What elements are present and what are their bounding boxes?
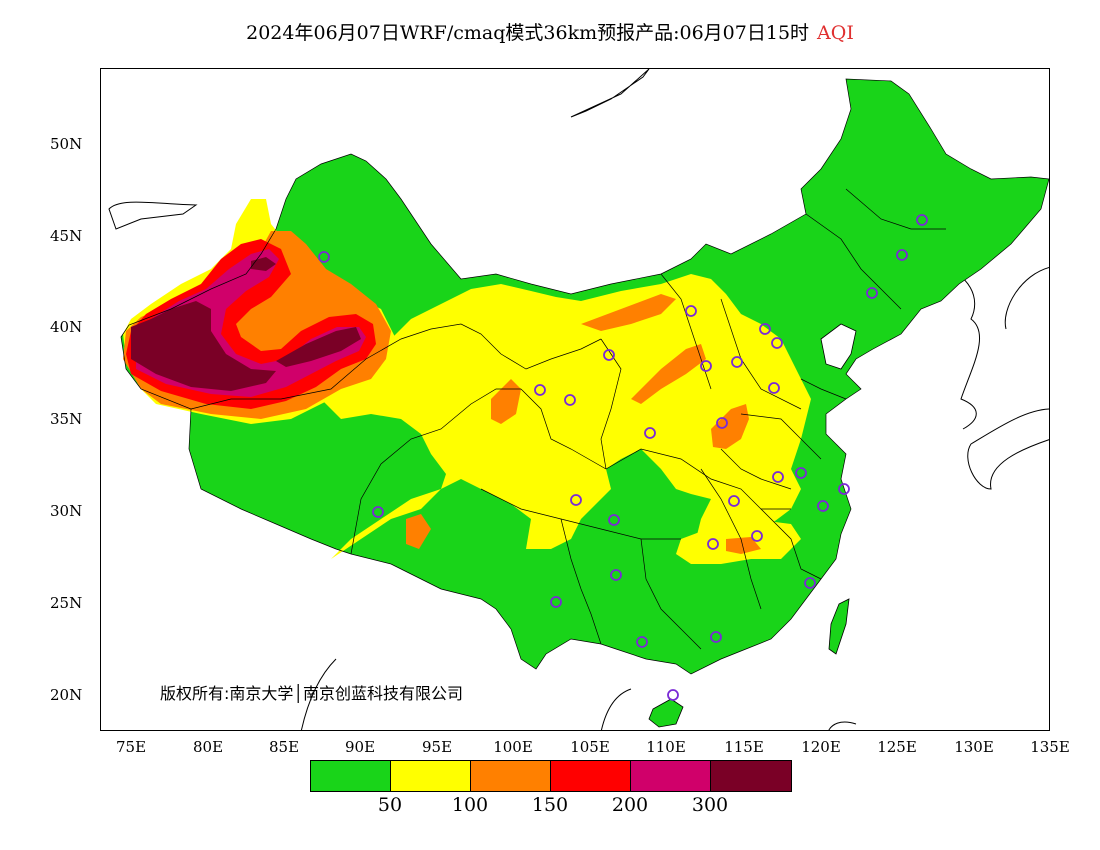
lon-label-80e: 80E — [192, 738, 224, 756]
russia-lake — [570, 69, 650, 118]
station-markers — [318, 214, 928, 701]
title-text: 2024年06月07日WRF/cmaq模式36km预报产品:06月07日15时 — [246, 22, 810, 44]
station-chengdu — [570, 494, 582, 506]
station-xining — [534, 384, 546, 396]
legend-label-100: 100 — [451, 794, 489, 816]
legend-swatch-3 — [471, 761, 551, 791]
lat-label-50n: 50N — [50, 135, 83, 153]
station-lanzhou — [564, 394, 576, 406]
legend-swatch-5 — [631, 761, 711, 791]
station-shanghai — [838, 483, 850, 495]
lat-label-30n: 30N — [50, 502, 83, 520]
korea-coast — [935, 263, 981, 430]
japan-coast — [967, 408, 1049, 490]
station-zhengzhou — [716, 417, 728, 429]
foreign-coastlines — [108, 69, 1049, 730]
region-hazardous-north — [251, 257, 276, 271]
lon-label-100e: 100E — [493, 738, 533, 756]
station-kunming — [550, 596, 562, 608]
lon-label-110e: 110E — [646, 738, 686, 756]
station-shijiazhuang — [731, 356, 743, 368]
lon-label-120e: 120E — [801, 738, 841, 756]
vietnam-coast — [600, 688, 632, 730]
lat-label-20n: 20N — [50, 686, 83, 704]
legend-swatch-1 — [311, 761, 391, 791]
legend-label-200: 200 — [611, 794, 649, 816]
station-hohhot — [685, 305, 697, 317]
india-coast — [300, 658, 337, 730]
station-changsha — [707, 538, 719, 550]
station-nanchang — [751, 530, 763, 542]
legend-label-300: 300 — [691, 794, 729, 816]
lat-label-40n: 40N — [50, 318, 83, 336]
station-shenyang — [866, 287, 878, 299]
legend-swatch-6 — [711, 761, 791, 791]
lon-label-75e: 75E — [115, 738, 147, 756]
station-chongqing — [608, 514, 620, 526]
copyright-text: 版权所有:南京大学│南京创蓝科技有限公司 — [160, 684, 464, 703]
lat-label-25n: 25N — [50, 594, 83, 612]
station-guiyang — [610, 569, 622, 581]
chart-title: 2024年06月07日WRF/cmaq模式36km预报产品:06月07日15时 A… — [0, 18, 1100, 45]
station-guangzhou — [710, 631, 722, 643]
russia-coast — [1004, 267, 1049, 330]
station-taiyuan — [700, 360, 712, 372]
station-changchun — [896, 249, 908, 261]
station-wuhan — [728, 495, 740, 507]
map-frame — [100, 68, 1050, 731]
lon-label-135e: 135E — [1030, 738, 1070, 756]
lake-balkhash — [108, 201, 198, 230]
province-borders — [120, 78, 1049, 675]
lat-label-45n: 45N — [50, 227, 83, 245]
bohai-sea — [820, 323, 857, 370]
region-moderate — [321, 274, 811, 559]
station-fuzhou — [804, 577, 816, 589]
lon-label-125e: 125E — [877, 738, 917, 756]
lon-label-90e: 90E — [344, 738, 376, 756]
station-haikou — [667, 689, 679, 701]
legend-label-50: 50 — [377, 794, 403, 816]
station-tianjin — [771, 337, 783, 349]
legend-swatch-2 — [391, 761, 471, 791]
station-harbin — [916, 214, 928, 226]
color-legend — [310, 760, 792, 792]
lat-label-35n: 35N — [50, 410, 83, 428]
title-variable: AQI — [817, 22, 854, 44]
philippines-coast — [828, 721, 857, 730]
station-nanjing — [795, 467, 807, 479]
legend-swatch-4 — [551, 761, 631, 791]
station-hangzhou — [817, 500, 829, 512]
lon-label-115e: 115E — [724, 738, 764, 756]
station-yinchuan — [603, 349, 615, 361]
region-hazardous — [131, 301, 276, 391]
taiwan — [828, 598, 850, 655]
hainan — [648, 698, 684, 728]
station-nanning — [636, 636, 648, 648]
region-hazardous-east — [276, 327, 361, 367]
aqi-map — [108, 69, 1049, 730]
station-lhasa — [372, 506, 384, 518]
station-jinan — [768, 382, 780, 394]
lon-label-95e: 95E — [421, 738, 453, 756]
station-hefei — [772, 471, 784, 483]
station-urumqi — [318, 251, 330, 263]
station-beijing — [759, 323, 771, 335]
legend-label-150: 150 — [531, 794, 569, 816]
lon-label-85e: 85E — [268, 738, 300, 756]
station-xian — [644, 427, 656, 439]
lon-label-130e: 130E — [954, 738, 994, 756]
lon-label-105e: 105E — [570, 738, 610, 756]
